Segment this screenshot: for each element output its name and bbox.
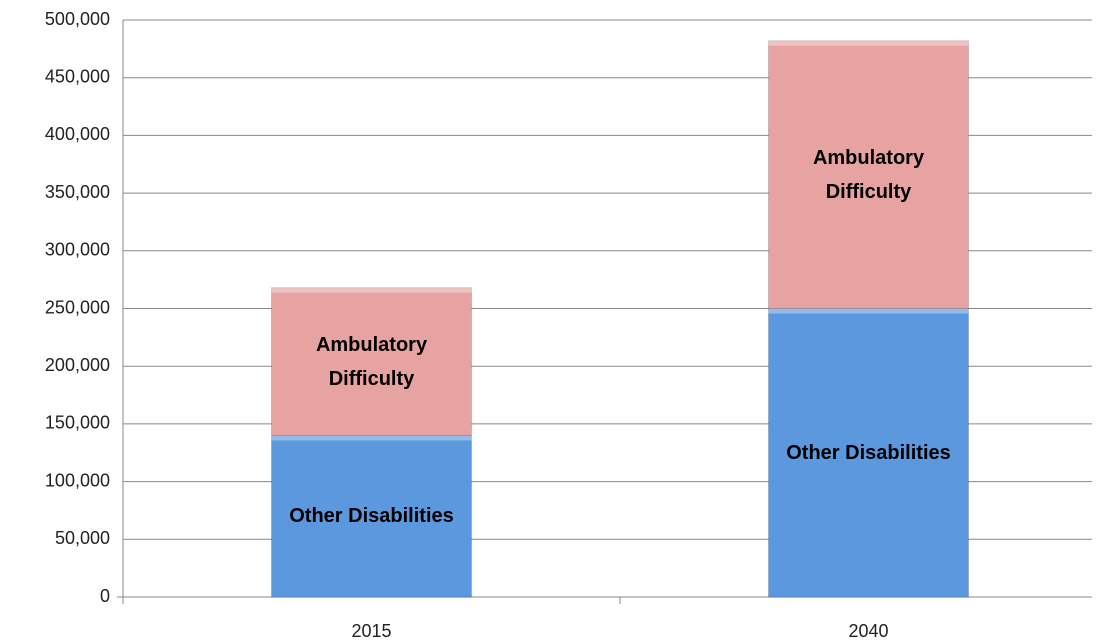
y-tick-label: 50,000 (55, 528, 110, 548)
bar-highlight (271, 287, 472, 293)
y-tick-label: 150,000 (45, 413, 110, 433)
segment-label: Other Disabilities (289, 505, 454, 528)
segment-label: Other Disabilities (786, 441, 951, 464)
bar-highlight (271, 435, 472, 441)
segment-label: Ambulatory Difficulty (812, 146, 925, 203)
y-tick-label: 400,000 (45, 124, 110, 144)
segment-label-box: Other Disabilities (786, 441, 951, 464)
y-tick-label: 200,000 (45, 355, 110, 375)
bar-segment (768, 308, 969, 598)
y-tick-label: 300,000 (45, 240, 110, 260)
segment-label-box: Ambulatory Difficulty (315, 333, 428, 390)
bar-segment (768, 40, 969, 309)
bar-highlight (768, 40, 969, 46)
bar-segment (271, 434, 472, 598)
segment-label-box: Ambulatory Difficulty (812, 146, 925, 203)
segment-label: Ambulatory Difficulty (315, 333, 428, 390)
y-tick-label: 100,000 (45, 470, 110, 490)
y-tick-label: 250,000 (45, 297, 110, 317)
bar-segment (271, 287, 472, 436)
y-tick-label: 0 (100, 586, 110, 606)
x-tick-label: 2040 (848, 621, 888, 641)
segment-label-box: Other Disabilities (289, 505, 454, 528)
y-tick-label: 500,000 (45, 9, 110, 29)
y-tick-label: 450,000 (45, 66, 110, 86)
x-tick-label: 2015 (351, 621, 391, 641)
y-tick-label: 350,000 (45, 182, 110, 202)
bar-highlight (768, 308, 969, 314)
